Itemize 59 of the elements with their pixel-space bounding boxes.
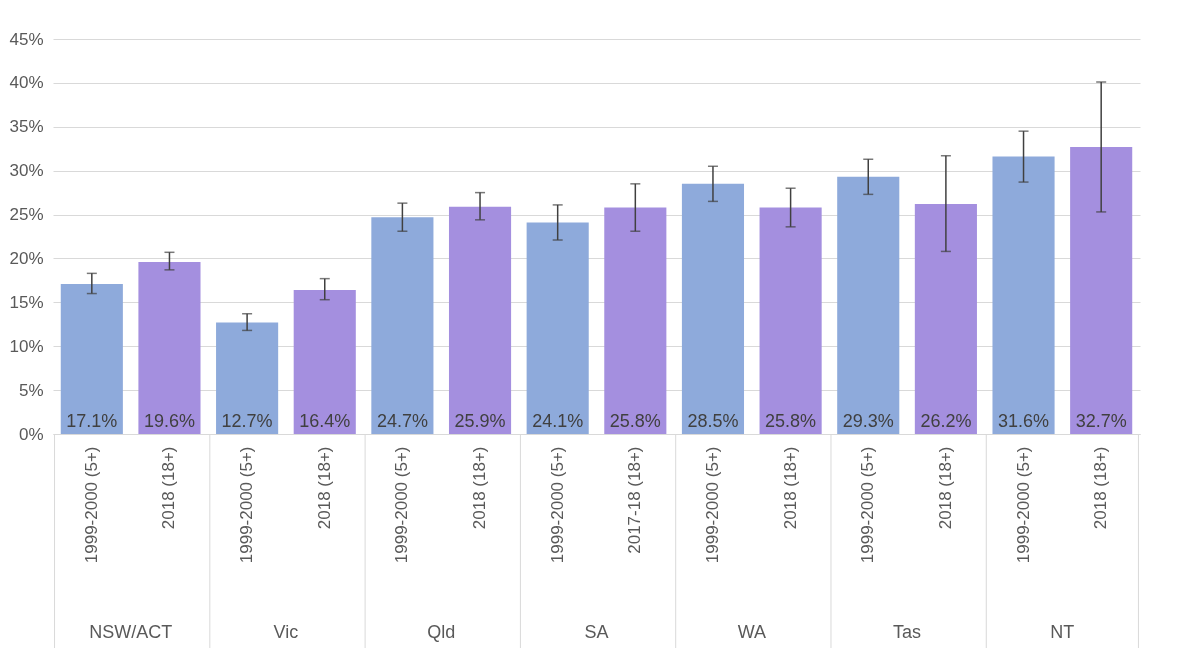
data-label: 32.7%: [1075, 411, 1127, 431]
text: NT: [1050, 622, 1075, 642]
data-label: 24.7%: [376, 411, 428, 431]
y-tick-label: 45%: [9, 29, 44, 49]
bar: [759, 207, 822, 434]
x-tick-label: 2018 (18+): [314, 446, 334, 530]
data-label: 25.9%: [454, 411, 506, 431]
y-tick-label: 25%: [9, 205, 44, 225]
x-tick-label: 1999-2000 (5+): [237, 446, 257, 564]
y-tick-label: 10%: [9, 336, 44, 356]
data-label: 25.8%: [765, 411, 817, 431]
data-label: 31.6%: [998, 411, 1050, 431]
x-tick-label: 2018 (18+): [470, 446, 490, 530]
bar: [371, 217, 434, 434]
x-tick-label: 1999-2000 (5+): [81, 446, 101, 564]
x-tick-label: 2018 (18+): [935, 446, 955, 530]
y-tick-label: 5%: [18, 380, 44, 400]
bar: [914, 204, 977, 434]
text: Qld: [427, 622, 456, 642]
bar: [293, 290, 356, 434]
y-tick-label: 15%: [9, 292, 44, 312]
data-label: 28.5%: [687, 411, 739, 431]
data-label: 25.8%: [609, 411, 661, 431]
bar: [216, 322, 279, 434]
data-label: 29.3%: [842, 411, 894, 431]
text: Tas: [893, 622, 922, 642]
text: NSW/ACT: [89, 622, 173, 642]
y-tick-label: 40%: [9, 73, 44, 93]
x-tick-label: 2017-18 (18+): [625, 446, 645, 554]
y-tick-label: 0%: [18, 424, 44, 444]
data-label: 19.6%: [143, 411, 195, 431]
bar: [1070, 146, 1133, 434]
data-label: 17.1%: [66, 411, 118, 431]
text: SA: [584, 622, 609, 642]
bar: [681, 183, 745, 434]
bar: [60, 283, 123, 434]
x-tick-label: 1999-2000 (5+): [858, 446, 878, 564]
data-label: 24.1%: [532, 411, 584, 431]
text: WA: [737, 622, 766, 642]
bar: [138, 261, 201, 434]
x-tick-label: 2018 (18+): [1091, 446, 1111, 530]
bar: [448, 206, 512, 434]
x-tick-label: 1999-2000 (5+): [702, 446, 722, 564]
x-tick-label: 1999-2000 (5+): [1013, 446, 1033, 564]
y-tick-label: 30%: [9, 161, 44, 181]
bar: [604, 207, 667, 434]
x-tick-label: 2018 (18+): [780, 446, 800, 530]
data-label: 16.4%: [299, 411, 351, 431]
x-tick-label: 1999-2000 (5+): [392, 446, 412, 564]
data-label: 26.2%: [920, 411, 972, 431]
bar: [526, 222, 589, 434]
x-tick-label: 1999-2000 (5+): [547, 446, 567, 564]
y-tick-label: 20%: [9, 248, 44, 268]
data-label: 12.7%: [221, 411, 273, 431]
y-tick-label: 35%: [9, 117, 44, 137]
bar: [837, 176, 900, 434]
x-tick-label: 2018 (18+): [159, 446, 179, 530]
text: Vic: [273, 622, 299, 642]
bar: [992, 156, 1055, 434]
